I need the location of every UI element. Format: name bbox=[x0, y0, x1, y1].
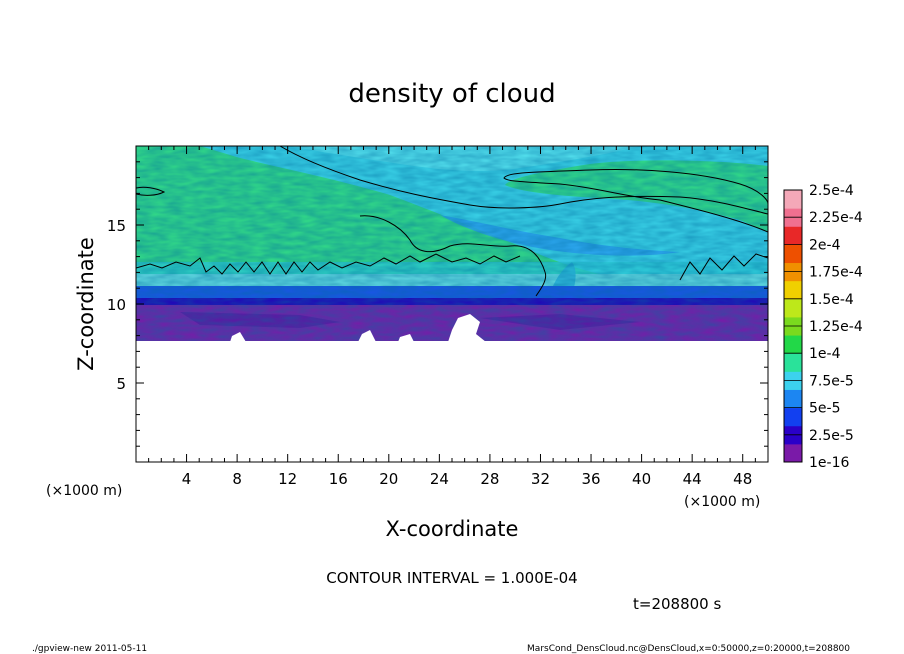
colorbar-swatch bbox=[784, 298, 802, 318]
x-axis: 4 8 12 16 20 24 28 32 36 40 44 48 bbox=[148, 146, 756, 488]
colorbar-swatch bbox=[784, 190, 802, 209]
x-unit-left: (×1000 m) bbox=[46, 483, 122, 499]
x-tick-label: 48 bbox=[733, 470, 752, 488]
colorbar-label: 7.5e-5 bbox=[809, 373, 854, 389]
colorbar-label: 1.5e-4 bbox=[809, 292, 854, 308]
x-tick-label: 36 bbox=[581, 470, 600, 488]
footer-program: ./gpview-new 2011-05-11 bbox=[32, 644, 147, 654]
colorbar-label: 2.5e-5 bbox=[809, 428, 854, 444]
contour-line-left bbox=[136, 186, 166, 196]
y-axis-label: Z-coordinate bbox=[74, 237, 98, 371]
x-unit-right: (×1000 m) bbox=[684, 494, 760, 510]
contour-lines bbox=[136, 146, 768, 297]
x-tick-label: 16 bbox=[329, 470, 348, 488]
colorbar-label: 1.25e-4 bbox=[809, 319, 863, 335]
colorbar-label: 1e-16 bbox=[809, 455, 849, 471]
x-tick-label: 4 bbox=[182, 470, 192, 488]
colorbar-label: 2.25e-4 bbox=[809, 210, 863, 226]
colorbar-label: 2.5e-4 bbox=[809, 183, 854, 199]
colorbar-swatch bbox=[784, 407, 802, 427]
contour-line-right bbox=[503, 169, 768, 233]
x-axis-label: X-coordinate bbox=[386, 517, 519, 541]
contour-line-middle bbox=[359, 215, 547, 297]
colorbar-swatch bbox=[784, 443, 802, 463]
y-tick-label: 5 bbox=[116, 375, 126, 393]
x-tick-label: 44 bbox=[683, 470, 702, 488]
contour-line-ragged bbox=[136, 253, 521, 275]
contour-interval-text: CONTOUR INTERVAL = 1.000E-04 bbox=[326, 569, 577, 587]
density-field bbox=[136, 146, 768, 346]
x-tick-label: 8 bbox=[232, 470, 242, 488]
colorbar-swatch bbox=[784, 244, 802, 264]
x-tick-label: 12 bbox=[278, 470, 297, 488]
x-tick-label: 28 bbox=[480, 470, 499, 488]
contour-line-upper bbox=[279, 146, 768, 215]
colorbar-label: 1e-4 bbox=[809, 346, 841, 362]
x-tick-label: 24 bbox=[430, 470, 449, 488]
colorbar-swatch bbox=[784, 353, 802, 372]
footer-source: MarsCond_DensCloud.nc@DensCloud,x=0:5000… bbox=[527, 644, 850, 654]
colorbar-swatch bbox=[784, 280, 802, 300]
x-tick-label: 32 bbox=[531, 470, 550, 488]
y-axis: 5 10 15 bbox=[107, 161, 768, 447]
colorbar-swatch bbox=[784, 335, 802, 354]
time-text: t=208800 s bbox=[633, 595, 721, 613]
colorbar-swatch bbox=[784, 226, 802, 245]
colorbar-label: 1.75e-4 bbox=[809, 265, 863, 281]
colorbar-swatch bbox=[784, 389, 802, 409]
colorbar-label: 5e-5 bbox=[809, 401, 840, 417]
cloud-base-gaps bbox=[136, 314, 768, 346]
contour-line-right-ragged bbox=[679, 253, 768, 281]
y-tick-label: 10 bbox=[107, 296, 126, 314]
chart-title: density of cloud bbox=[348, 79, 555, 109]
y-tick-label: 15 bbox=[107, 217, 126, 235]
x-tick-label: 20 bbox=[379, 470, 398, 488]
colorbar: 1e-16 2.5e-5 5e-5 7.5e-5 1e-4 1.25e-4 1.5e-4 1.… bbox=[783, 183, 863, 471]
field-texture bbox=[136, 146, 768, 342]
colorbar-label: 2e-4 bbox=[809, 237, 841, 253]
x-tick-label: 40 bbox=[632, 470, 651, 488]
